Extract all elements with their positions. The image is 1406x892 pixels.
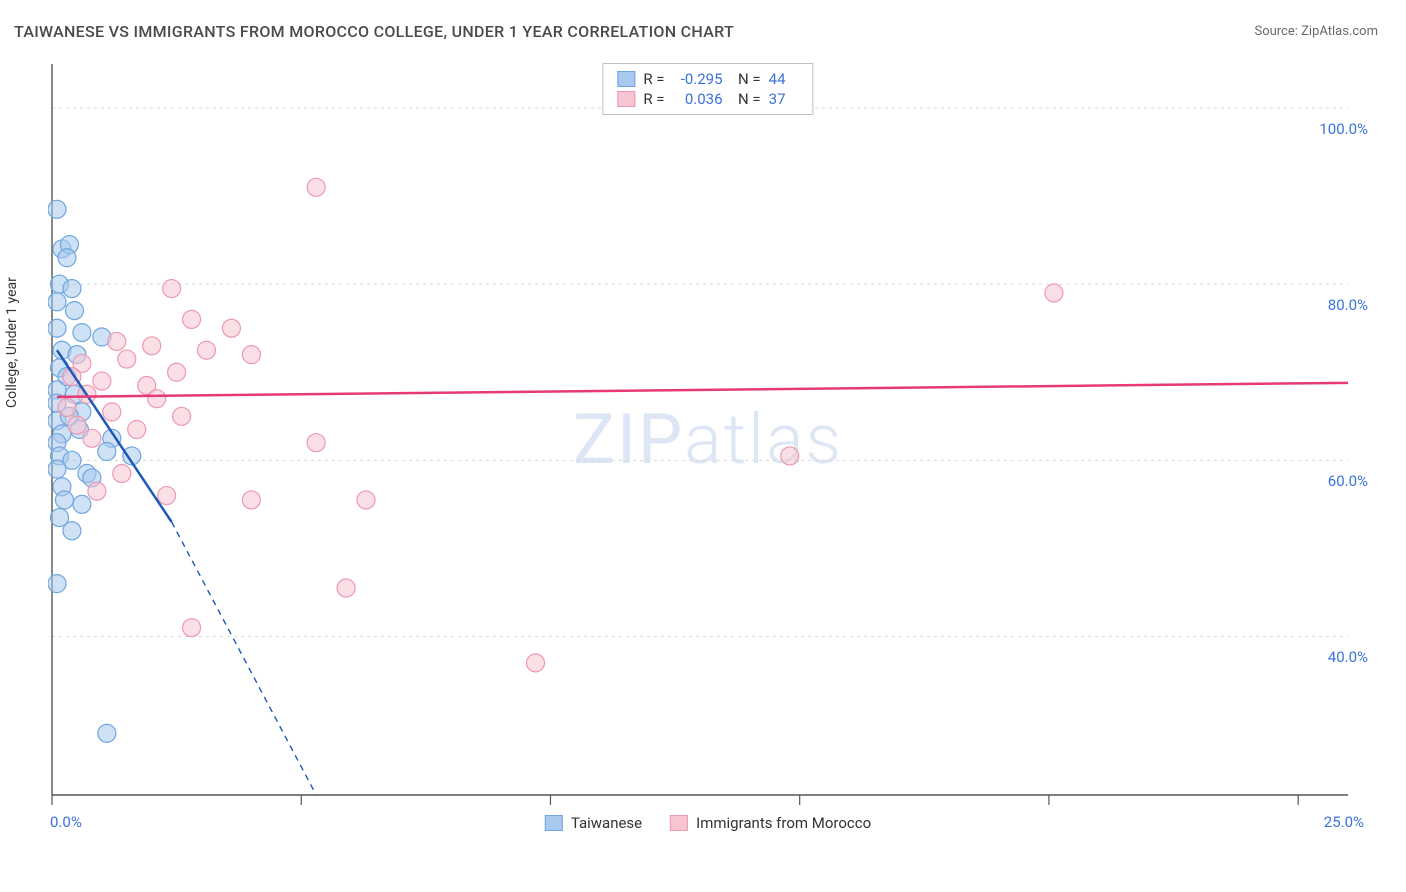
chart-svg (48, 60, 1368, 835)
r-value: -0.295 (673, 70, 723, 88)
y-tick-label: 40.0% (1328, 648, 1368, 666)
swatch-taiwanese (545, 815, 563, 831)
bottom-legend: Taiwanese Immigrants from Morocco (545, 814, 871, 832)
stats-row-morocco: R = 0.036 N = 37 (617, 90, 798, 108)
legend-item-morocco: Immigrants from Morocco (670, 814, 871, 832)
swatch-taiwanese (617, 71, 635, 87)
stats-box: R = -0.295 N = 44 R = 0.036 N = 37 (602, 63, 813, 115)
legend-label: Taiwanese (571, 814, 642, 832)
y-axis-label: College, Under 1 year (4, 277, 20, 408)
y-tick-label: 80.0% (1328, 296, 1368, 314)
n-value: 44 (769, 70, 799, 88)
x-tick-label-end: 25.0% (1324, 813, 1364, 831)
chart-title: TAIWANESE VS IMMIGRANTS FROM MOROCCO COL… (14, 22, 734, 41)
x-tick-label-start: 0.0% (50, 813, 82, 831)
r-value: 0.036 (673, 90, 723, 108)
legend-label: Immigrants from Morocco (696, 814, 871, 832)
swatch-morocco (670, 815, 688, 831)
n-value: 37 (769, 90, 799, 108)
stats-row-taiwanese: R = -0.295 N = 44 (617, 70, 798, 88)
y-tick-label: 100.0% (1319, 120, 1368, 138)
source-label: Source: ZipAtlas.com (1254, 24, 1378, 39)
swatch-morocco (617, 91, 635, 107)
legend-item-taiwanese: Taiwanese (545, 814, 642, 832)
y-tick-label: 60.0% (1328, 472, 1368, 490)
plot-area: ZIPatlas R = -0.295 N = 44 R = 0.036 N =… (48, 60, 1368, 835)
